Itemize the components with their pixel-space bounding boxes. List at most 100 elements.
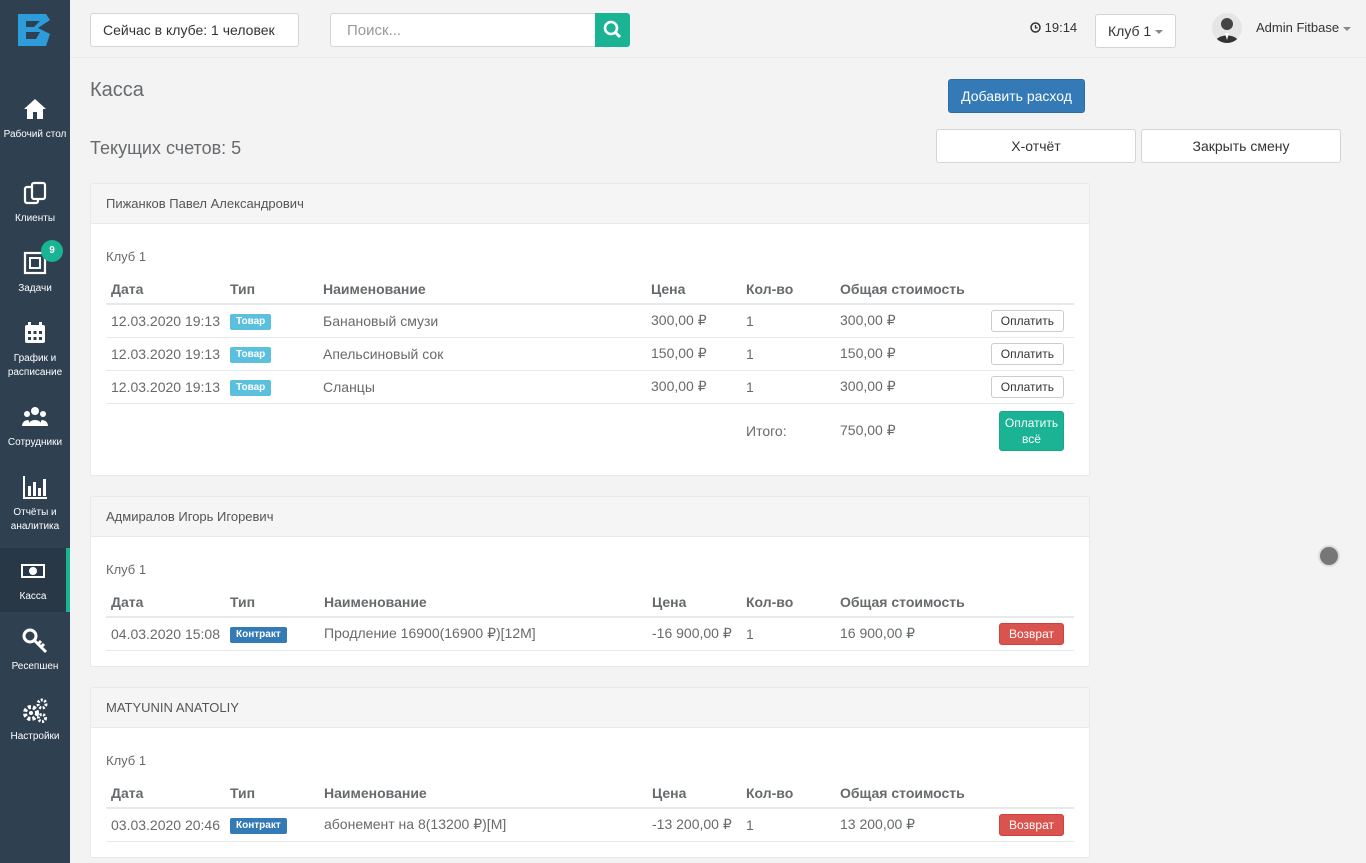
calendar-icon (25, 322, 45, 343)
table-summary-row: Итого: 750,00 ₽ Оплатить всё (106, 403, 1074, 458)
account-client-name: MATYUNIN ANATOLIY (91, 688, 1089, 728)
x-report-button[interactable]: X-отчёт (936, 129, 1136, 163)
row-date: 12.03.2020 19:13 (106, 337, 225, 371)
accounts-counter: Текущих счетов: 5 (90, 138, 242, 158)
account-club: Клуб 1 (106, 753, 147, 768)
nav-settings[interactable]: Настройки (0, 698, 70, 744)
nav-label: Задачи (18, 283, 52, 294)
account-panel: Пижанков Павел Александрович Клуб 1 Дата… (90, 183, 1090, 476)
row-total: 300,00 ₽ (835, 370, 978, 404)
account-club: Клуб 1 (106, 562, 147, 577)
col-price: Цена (646, 274, 741, 305)
cash-icon (21, 564, 45, 578)
nav-label: Сотрудники (7, 437, 63, 448)
topbar: Сейчас в клубе: 1 человек 19:14 Клуб 1 A… (70, 0, 1366, 58)
type-badge: Товар (230, 314, 272, 331)
nav-reception[interactable]: Ресепшен (0, 628, 70, 674)
chevron-down-icon (1155, 30, 1164, 35)
club-select-value: Клуб 1 (1108, 23, 1152, 39)
type-badge: Контракт (230, 627, 287, 644)
col-type: Тип (225, 274, 318, 305)
account-client-name: Пижанков Павел Александрович (91, 184, 1089, 224)
clients-icon (23, 181, 47, 205)
club-occupancy-field[interactable]: Сейчас в клубе: 1 человек (90, 13, 299, 47)
nav-label: Касса (19, 591, 47, 602)
col-date: Дата (106, 587, 225, 618)
pay-all-button[interactable]: Оплатить всё (999, 410, 1064, 451)
user-name: Admin Fitbase (1256, 20, 1340, 35)
staff-icon (22, 407, 48, 426)
row-price: -16 900,00 ₽ (647, 617, 741, 651)
row-qty: 1 (741, 304, 835, 338)
sum-value: 750,00 ₽ (840, 422, 896, 439)
clock-icon (1030, 22, 1041, 33)
account-club: Клуб 1 (106, 249, 147, 264)
search-icon (603, 20, 622, 39)
col-total: Общая стоимость (835, 778, 983, 809)
refund-button[interactable]: Возврат (999, 813, 1064, 836)
type-badge: Товар (230, 380, 272, 396)
close-shift-button[interactable]: Закрыть смену (1141, 129, 1341, 163)
col-type: Тип (225, 778, 319, 809)
user-avatar-icon (1215, 18, 1239, 43)
table-row: 12.03.2020 19:13 Товар Сланцы 300,00 ₽ 1… (106, 370, 1074, 404)
page-title: Касса (90, 79, 144, 101)
nav-label: Рабочий стол (3, 129, 67, 140)
row-name: Апельсиновый сок (318, 337, 646, 371)
fitbase-logo-icon[interactable] (16, 12, 52, 48)
user-menu[interactable]: Admin Fitbase (1256, 20, 1352, 35)
chevron-down-icon (1343, 26, 1352, 31)
row-qty: 1 (741, 808, 835, 842)
nav-staff[interactable]: Сотрудники (0, 404, 70, 450)
nav-label: Настройки (10, 731, 60, 742)
nav-label: График и расписание (7, 353, 63, 378)
add-expense-button[interactable]: Добавить расход (948, 79, 1085, 113)
table-header-row: Дата Тип Наименование Цена Кол-во Общая … (106, 778, 1074, 809)
row-name: абонемент на 8(13200 ₽)[M] (319, 808, 647, 842)
col-type: Тип (225, 587, 319, 618)
col-total: Общая стоимость (835, 274, 978, 305)
tasks-icon (23, 251, 47, 275)
col-date: Дата (106, 274, 225, 305)
key-icon (22, 628, 48, 654)
row-total: 16 900,00 ₽ (835, 617, 983, 651)
col-price: Цена (647, 778, 741, 809)
col-name: Наименование (319, 587, 647, 618)
nav-reports[interactable]: Отчёты и аналитика (0, 474, 70, 534)
chart-icon (23, 476, 47, 499)
avatar[interactable] (1212, 13, 1242, 43)
nav-label: Клиенты (14, 213, 56, 224)
refund-button[interactable]: Возврат (999, 622, 1064, 645)
home-icon (24, 99, 46, 119)
nav-dashboard[interactable]: Рабочий стол (0, 96, 70, 142)
nav-schedule[interactable]: График и расписание (0, 320, 70, 380)
col-name: Наименование (318, 274, 646, 305)
row-price: 300,00 ₽ (646, 304, 741, 338)
row-qty: 1 (741, 337, 835, 371)
row-qty: 1 (741, 617, 835, 651)
row-name: Банановый смузи (318, 304, 646, 338)
nav-clients[interactable]: Клиенты (0, 180, 70, 226)
search-input[interactable] (330, 13, 596, 47)
pay-button[interactable]: Оплатить (990, 375, 1064, 398)
type-badge: Контракт (230, 818, 287, 835)
search-button[interactable] (595, 13, 630, 47)
col-qty: Кол-во (741, 274, 835, 305)
pay-button[interactable]: Оплатить (990, 342, 1064, 365)
table-row: 12.03.2020 19:13 Товар Апельсиновый сок … (106, 337, 1074, 371)
table-header-row: Дата Тип Наименование Цена Кол-во Общая … (106, 274, 1074, 305)
account-table: Дата Тип Наименование Цена Кол-во Общая … (106, 274, 1074, 458)
nav-cashbox[interactable]: Касса (0, 548, 70, 612)
row-date: 12.03.2020 19:13 (106, 304, 225, 338)
row-total: 13 200,00 ₽ (835, 808, 983, 842)
club-select[interactable]: Клуб 1 (1095, 14, 1176, 48)
nav-tasks[interactable]: Задачи (0, 250, 70, 296)
col-name: Наименование (319, 778, 647, 809)
row-total: 150,00 ₽ (835, 337, 978, 371)
pay-button[interactable]: Оплатить (990, 309, 1064, 332)
row-qty: 1 (741, 370, 835, 404)
row-price: 150,00 ₽ (646, 337, 741, 371)
scroll-indicator[interactable] (1318, 545, 1340, 567)
clock: 19:14 (1030, 20, 1077, 35)
gears-icon (23, 698, 48, 723)
